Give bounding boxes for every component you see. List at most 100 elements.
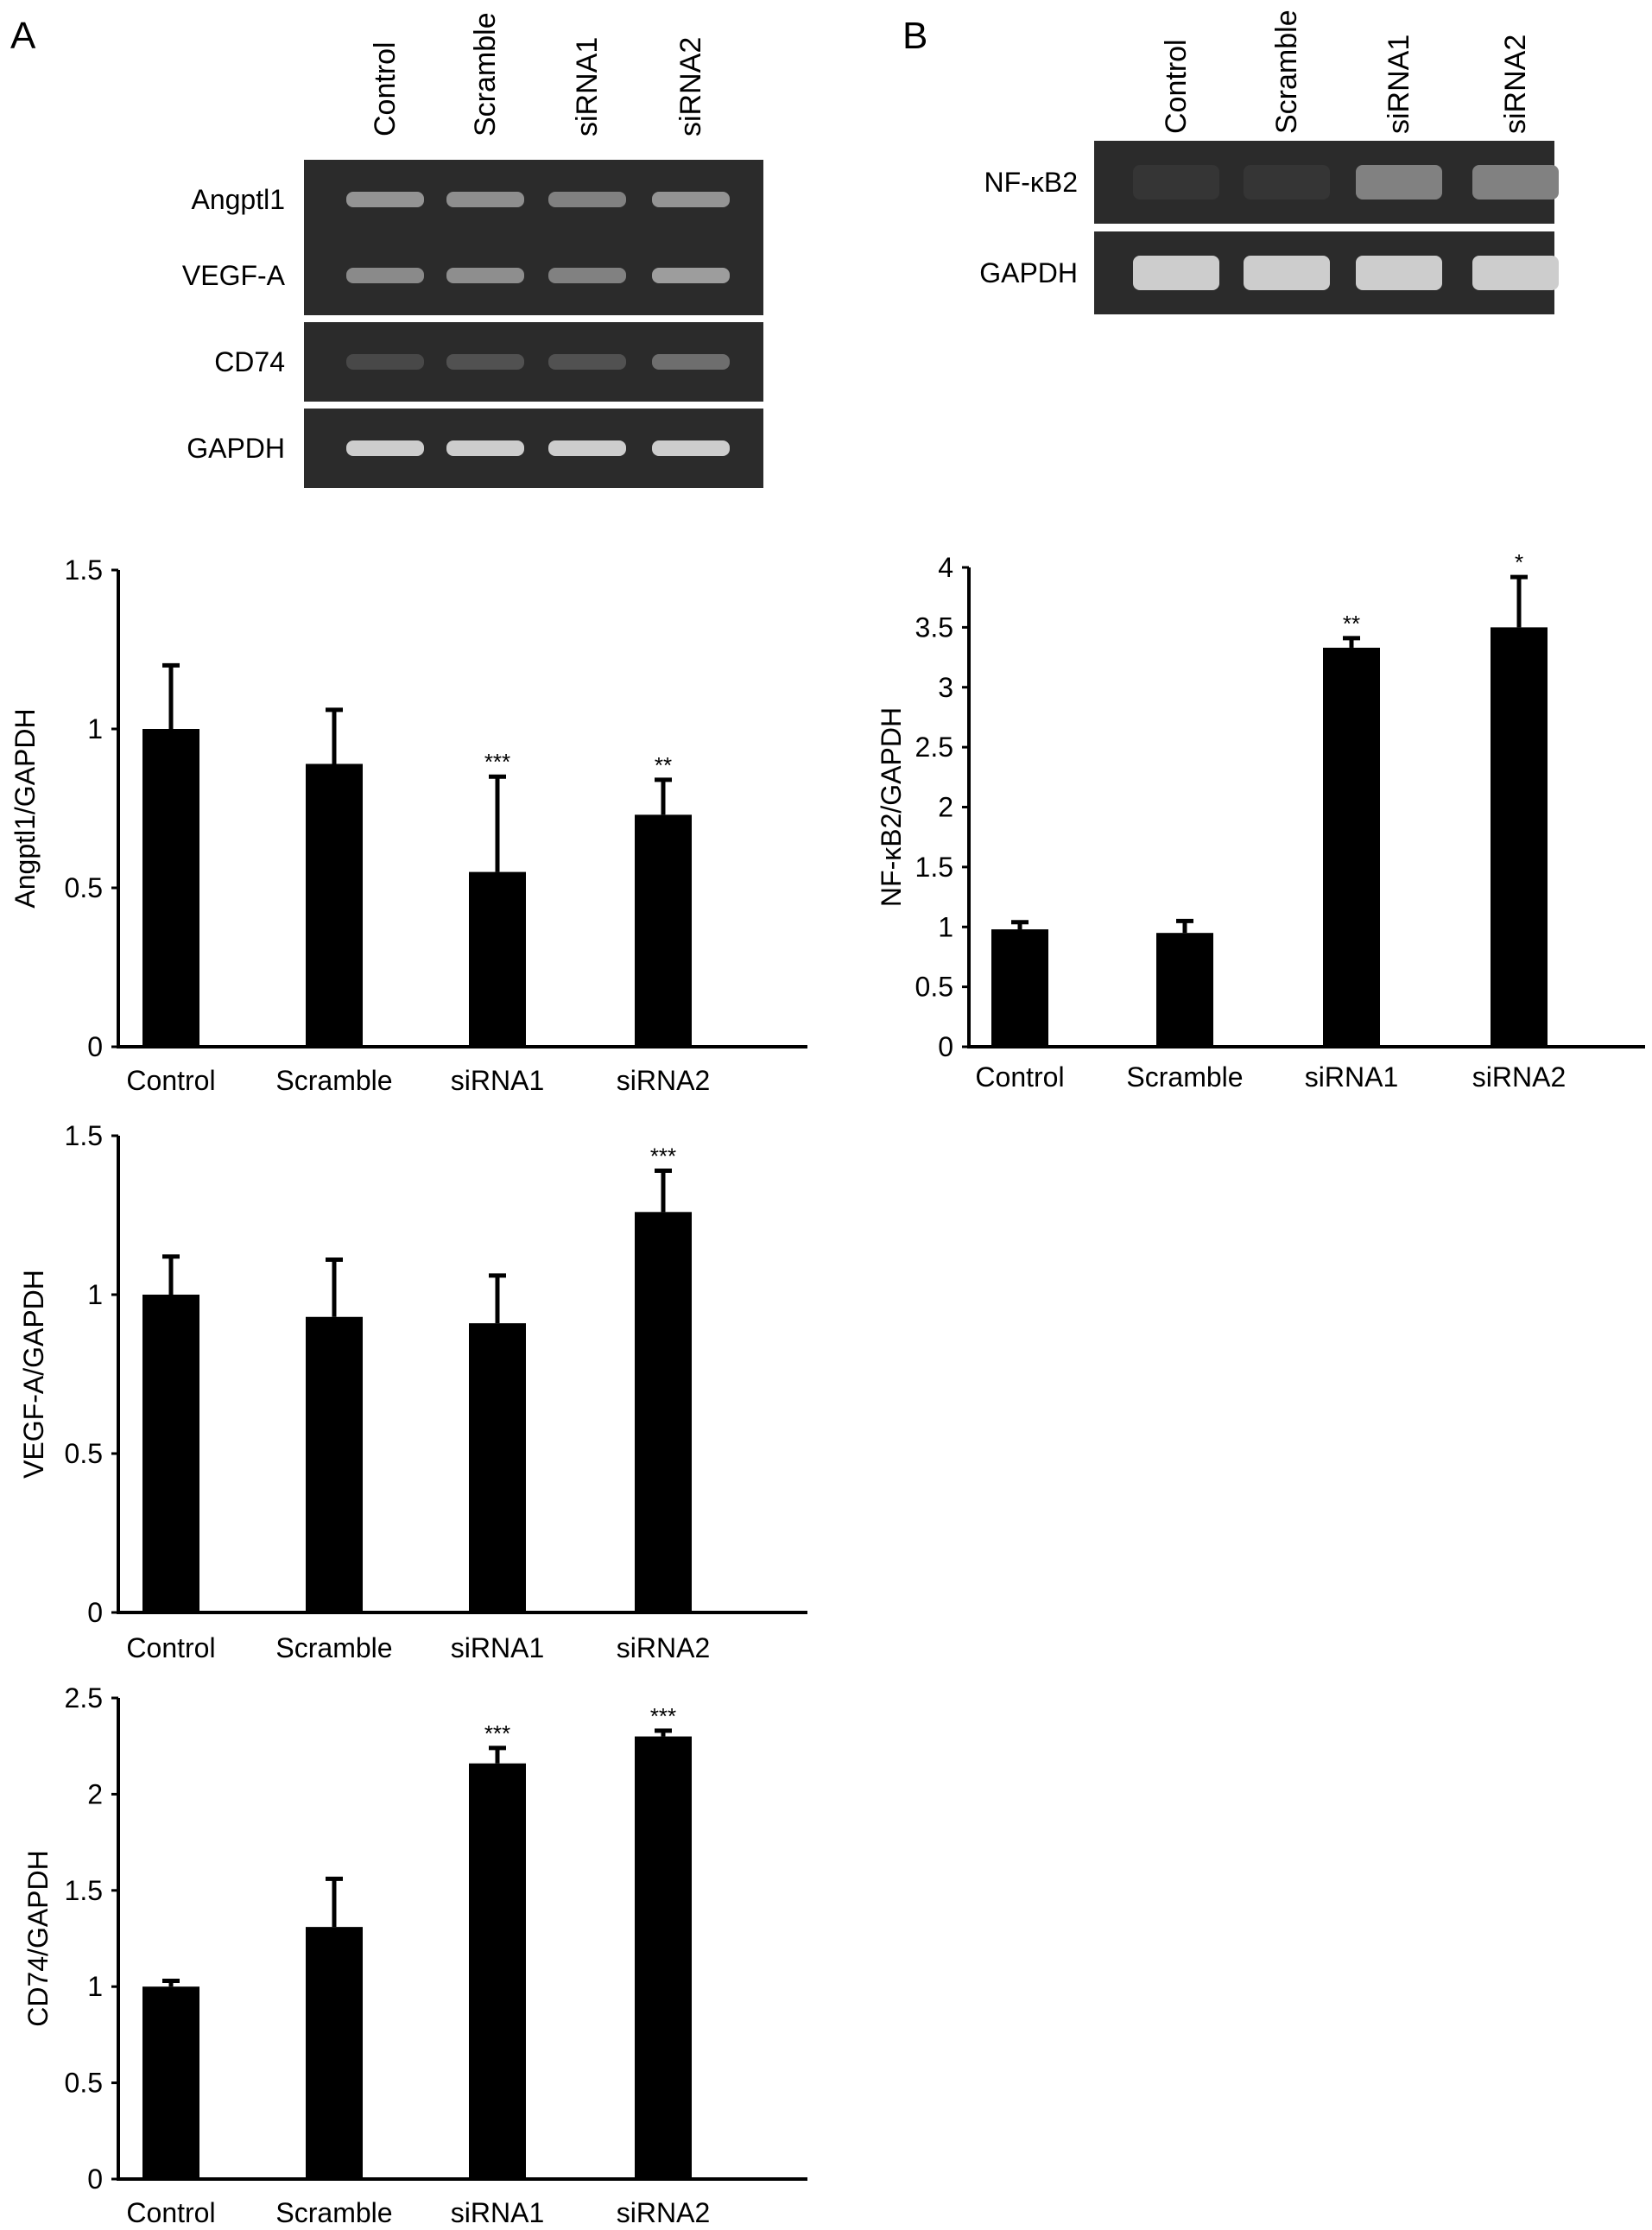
y-tick-label: 3.5 <box>915 611 953 643</box>
bar-control <box>142 729 199 1047</box>
bar-chart-cd74-gapdh: 0 0.5 1 1.5 2 2.5 CD74/GAPDH Control Scramble ***… <box>22 1682 807 2228</box>
y-tick-label: 0.5 <box>65 872 103 903</box>
y-tick-label: 1 <box>938 911 953 942</box>
significance-marker: *** <box>650 1143 676 1169</box>
gel-band <box>346 192 424 207</box>
bar-chart-nf-b2-gapdh: 0 0.5 1 1.5 2 2.5 3 3.5 4 NF-κB2/GAPDH Control Scra… <box>876 549 1645 1093</box>
y-tick-label: 1 <box>87 1279 103 1310</box>
blot-row-gapdh: GAPDH <box>187 409 763 488</box>
y-tick-label: 0 <box>87 1031 103 1062</box>
category-label-scramble: Scramble <box>1126 1061 1243 1093</box>
gel-band <box>1472 165 1559 200</box>
y-tick-label: 2.5 <box>65 1682 103 1714</box>
gel-band <box>652 268 730 283</box>
row-label-cd74: CD74 <box>214 346 285 377</box>
category-label-sirna2: siRNA2 <box>617 1632 710 1663</box>
gel-band <box>446 268 524 283</box>
gel-band <box>1356 256 1442 290</box>
gel-band <box>1356 165 1442 200</box>
gel-band <box>346 354 424 370</box>
bar-control <box>142 1295 199 1612</box>
significance-marker: ** <box>1343 611 1360 637</box>
gel-band <box>652 440 730 456</box>
category-label-sirna2: siRNA2 <box>617 1065 710 1096</box>
lane-label-control: Control <box>1160 39 1193 134</box>
gel-band <box>446 192 524 207</box>
significance-marker: *** <box>484 749 510 775</box>
bar-sirna1 <box>469 1323 526 1612</box>
y-tick-label: 1.5 <box>65 1120 103 1151</box>
panel-letter-a: A <box>10 15 36 57</box>
gel-band <box>1244 165 1330 200</box>
gel-band <box>652 354 730 370</box>
y-tick-label: 0 <box>87 2163 103 2195</box>
gel-band <box>548 268 626 283</box>
y-tick-label: 2 <box>87 1778 103 1809</box>
row-label-gapdh: GAPDH <box>187 433 285 464</box>
y-axis-label: NF-κB2/GAPDH <box>876 707 907 907</box>
gel-band <box>1133 165 1219 200</box>
y-tick-label: 4 <box>938 552 953 583</box>
category-label-sirna1: siRNA1 <box>1305 1061 1398 1093</box>
y-tick-label: 1 <box>87 713 103 744</box>
category-label-sirna2: siRNA2 <box>1472 1061 1566 1093</box>
lane-label-scramble: Scramble <box>469 12 502 136</box>
y-tick-label: 1.5 <box>915 852 953 883</box>
blot-row-gapdh: GAPDH <box>979 231 1559 314</box>
y-tick-label: 2.5 <box>915 732 953 763</box>
y-tick-label: 0 <box>938 1031 953 1062</box>
y-axis-label: Angptl1/GAPDH <box>9 708 41 908</box>
bar-sirna1 <box>1323 647 1380 1047</box>
row-label-gapdh: GAPDH <box>979 257 1078 288</box>
bar-scramble <box>306 1927 363 2179</box>
blot-panel-b: Control Scramble siRNA1 siRNA2 NF-κB2 GAPDH <box>979 10 1559 314</box>
y-tick-label: 1.5 <box>65 554 103 586</box>
lane-label-sirna1: siRNA1 <box>1383 35 1415 134</box>
blot-row-angptl1: Angptl1 <box>191 160 763 239</box>
y-tick-label: 0 <box>87 1597 103 1628</box>
row-label-vegf-a: VEGF-A <box>182 260 286 291</box>
bar-sirna1 <box>469 871 526 1047</box>
significance-marker: *** <box>484 1720 510 1746</box>
blot-panel-a: Control Scramble siRNA1 siRNA2 Angptl1 VEGF-A… <box>182 12 763 488</box>
row-label-angptl1: Angptl1 <box>191 184 285 215</box>
y-tick-label: 0.5 <box>915 972 953 1003</box>
category-label-sirna2: siRNA2 <box>617 2197 710 2228</box>
gel-blots: Control Scramble siRNA1 siRNA2 Angptl1 VEGF-A… <box>182 10 1559 488</box>
gel-band <box>346 440 424 456</box>
bar-control <box>142 1986 199 2179</box>
gel-band <box>548 440 626 456</box>
gel-band <box>548 354 626 370</box>
y-tick-label: 0.5 <box>65 2068 103 2099</box>
lane-label-scramble: Scramble <box>1270 10 1303 134</box>
bar-scramble <box>306 1316 363 1612</box>
y-axis-label: VEGF-A/GAPDH <box>18 1270 49 1479</box>
category-label-control: Control <box>126 1632 215 1663</box>
category-label-control: Control <box>126 1065 215 1096</box>
gel-band <box>652 192 730 207</box>
row-label-nf-b2: NF-κB2 <box>984 167 1078 198</box>
category-label-scramble: Scramble <box>275 1632 392 1663</box>
significance-marker: * <box>1515 549 1523 575</box>
bar-sirna2 <box>635 814 692 1047</box>
bar-sirna2 <box>1491 627 1548 1047</box>
category-label-sirna1: siRNA1 <box>451 2197 544 2228</box>
significance-marker: *** <box>650 1703 676 1729</box>
y-tick-label: 2 <box>938 792 953 823</box>
category-label-scramble: Scramble <box>275 2197 392 2228</box>
panel-letter-b: B <box>902 15 927 57</box>
bar-chart-vegf-a-gapdh: 0 0.5 1 1.5 VEGF-A/GAPDH Control Scramble siRNA… <box>18 1120 807 1663</box>
lane-label-sirna2: siRNA2 <box>674 37 707 136</box>
gel-band <box>1133 256 1219 290</box>
bar-scramble <box>306 763 363 1047</box>
bar-sirna2 <box>635 1212 692 1612</box>
y-tick-label: 0.5 <box>65 1438 103 1469</box>
category-label-sirna1: siRNA1 <box>451 1632 544 1663</box>
category-label-scramble: Scramble <box>275 1065 392 1096</box>
gel-band <box>446 440 524 456</box>
gel-band <box>346 268 424 283</box>
lane-label-control: Control <box>369 41 402 136</box>
gel-band <box>446 354 524 370</box>
